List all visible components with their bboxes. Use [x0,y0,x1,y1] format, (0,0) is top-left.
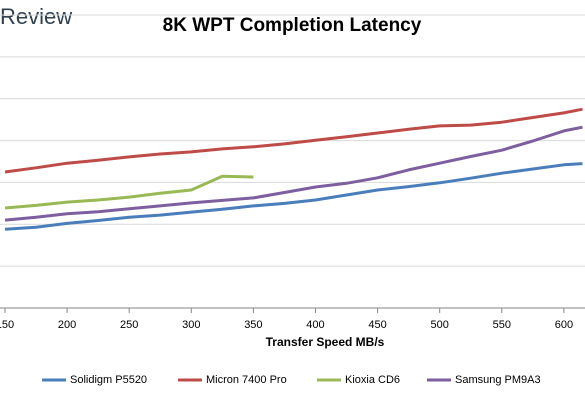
x-tick-label: 300 [182,319,200,331]
x-tick-label: 350 [244,319,262,331]
series-line [4,125,583,222]
x-tick-label: 450 [368,319,386,331]
legend-label: Solidigm P5520 [70,374,147,386]
x-axis-label: Transfer Speed MB/s [266,335,385,349]
logo-text: Review [0,4,72,29]
series-line [4,174,254,210]
legend-label: Samsung PM9A3 [455,374,541,386]
x-tick-label: 550 [493,319,511,331]
x-tick-label: 600 [555,319,573,331]
x-tick-label: 150 [0,319,14,331]
legend-label: Micron 7400 Pro [206,374,287,386]
series-line [4,162,583,231]
chart-title: 8K WPT Completion Latency [163,15,422,36]
x-tick-label: 200 [58,319,76,331]
x-tick-label: 250 [120,319,138,331]
legend-label: Kioxia CD6 [345,374,400,386]
series-line [4,107,583,174]
x-tick-label: 500 [431,319,449,331]
x-tick-label: 400 [306,319,324,331]
